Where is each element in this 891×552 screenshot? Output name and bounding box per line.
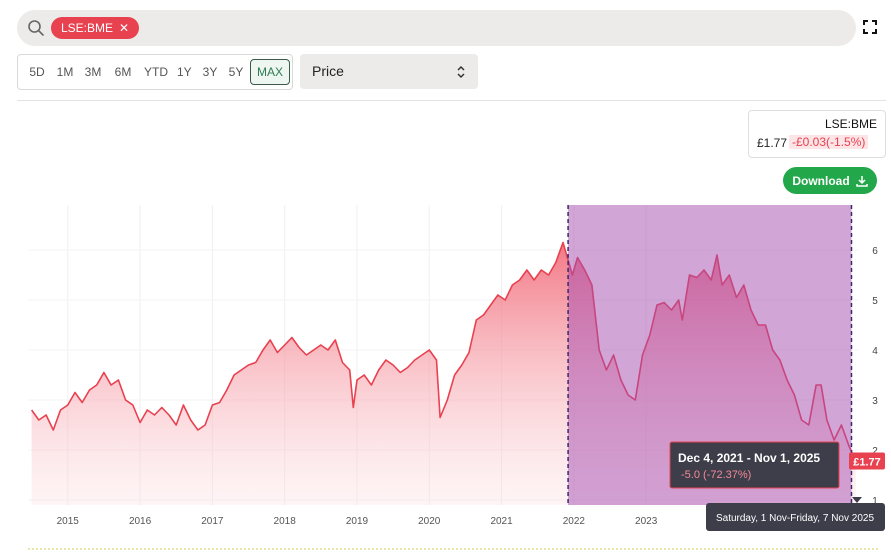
download-button[interactable]: Download — [783, 167, 877, 194]
x-tick-label: 2023 — [635, 516, 658, 527]
range-button-3m[interactable]: 3M — [84, 65, 102, 79]
ticker-chip-label: LSE:BME — [61, 21, 114, 35]
range-button-6m[interactable]: 6M — [114, 65, 132, 79]
y-tick-label: 4 — [872, 346, 878, 357]
selection-tooltip-range: Dec 4, 2021 - Nov 1, 2025 — [678, 451, 820, 465]
chevron-updown-icon — [457, 65, 465, 79]
hover-tooltip-label: Saturday, 1 Nov-Friday, 7 Nov 2025 — [716, 513, 874, 524]
x-tick-label: 2020 — [418, 516, 441, 527]
x-tick-label: 2015 — [57, 516, 80, 527]
x-tick-label: 2016 — [129, 516, 152, 527]
range-button-5d[interactable]: 5D — [29, 65, 45, 79]
quote-box: LSE:BME £1.77 -£0.03(-1.5%) — [748, 110, 886, 158]
hover-tooltip — [706, 503, 885, 531]
range-button-1y[interactable]: 1Y — [177, 65, 192, 79]
divider — [17, 100, 886, 101]
close-icon[interactable]: ✕ — [119, 21, 130, 35]
search-icon — [28, 20, 44, 36]
y-tick-label: 1 — [872, 496, 878, 507]
range-button-3y[interactable]: 3Y — [202, 65, 218, 79]
quote-ticker: LSE:BME — [824, 117, 877, 131]
y-tick-label: 3 — [872, 396, 878, 407]
y-tick-label: 6 — [872, 246, 878, 257]
x-tick-label: 2019 — [346, 516, 369, 527]
download-icon — [855, 175, 868, 187]
x-tick-label: 2018 — [274, 516, 297, 527]
selection-tooltip-change: -5.0 (-72.37%) — [681, 469, 751, 481]
metric-select[interactable]: Price — [300, 54, 478, 89]
range-button-max[interactable]: MAX — [250, 59, 290, 85]
y-tick-label: 2 — [872, 446, 878, 457]
range-button-ytd[interactable]: YTD — [144, 65, 168, 79]
last-price-tag — [849, 452, 885, 470]
dotted-border — [28, 548, 878, 552]
ticker-chip[interactable]: LSE:BME ✕ — [51, 17, 140, 39]
quote-price: £1.77 — [757, 136, 788, 150]
range-button-1m[interactable]: 1M — [56, 65, 74, 79]
range-button-5y[interactable]: 5Y — [228, 65, 244, 79]
x-tick-label: 2017 — [201, 516, 224, 527]
search-bar[interactable]: LSE:BME ✕ — [17, 10, 856, 46]
x-tick-label: 2021 — [490, 516, 513, 527]
hover-tooltip-pointer — [852, 497, 862, 503]
metric-select-value: Price — [312, 63, 344, 79]
fullscreen-icon[interactable] — [863, 20, 877, 34]
selection-tooltip — [669, 441, 840, 489]
range-selector: 5D 1M 3M 6M YTD 1Y 3Y 5Y MAX — [17, 54, 293, 90]
x-tick-label: 2022 — [563, 516, 586, 527]
download-label: Download — [792, 173, 850, 188]
last-price-label: £1.77 — [853, 457, 881, 469]
quote-change: -£0.03(-1.5%) — [789, 135, 869, 149]
y-tick-label: 5 — [872, 296, 878, 307]
